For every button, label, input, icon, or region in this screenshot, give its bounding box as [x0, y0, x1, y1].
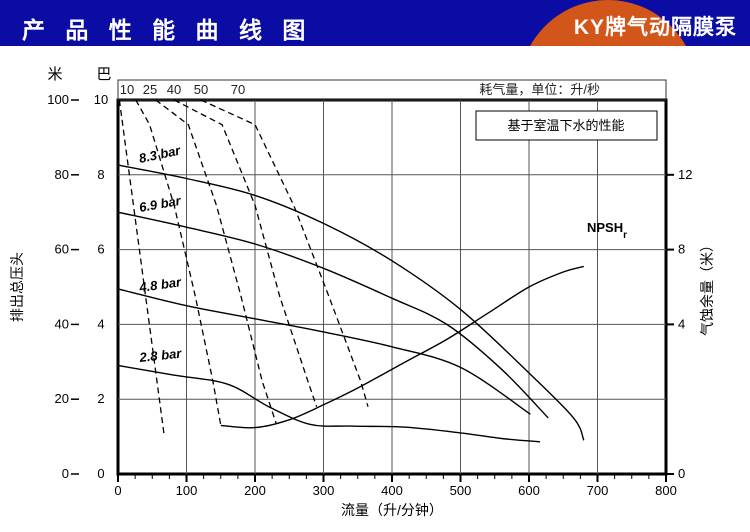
- svg-text:6.9 bar: 6.9 bar: [138, 193, 183, 215]
- svg-text:0: 0: [97, 466, 104, 481]
- svg-text:700: 700: [587, 483, 609, 498]
- svg-text:200: 200: [244, 483, 266, 498]
- svg-text:40: 40: [55, 316, 69, 331]
- svg-text:2: 2: [97, 391, 104, 406]
- svg-text:8.3 bar: 8.3 bar: [138, 142, 183, 166]
- svg-text:6: 6: [97, 242, 104, 257]
- svg-text:巴: 巴: [96, 66, 111, 83]
- svg-text:0: 0: [678, 466, 685, 481]
- svg-text:50: 50: [194, 82, 208, 97]
- svg-text:25: 25: [143, 82, 157, 97]
- svg-text:耗气量，单位：升/秒: 耗气量，单位：升/秒: [479, 82, 600, 97]
- svg-text:400: 400: [381, 483, 403, 498]
- svg-text:4.8 bar: 4.8 bar: [137, 274, 183, 295]
- svg-text:100: 100: [47, 92, 69, 107]
- svg-text:100: 100: [176, 483, 198, 498]
- svg-text:500: 500: [450, 483, 472, 498]
- svg-text:800: 800: [655, 483, 677, 498]
- svg-text:20: 20: [55, 391, 69, 406]
- svg-text:NPSHr: NPSHr: [587, 220, 627, 241]
- svg-text:10: 10: [94, 92, 108, 107]
- svg-text:12: 12: [678, 167, 692, 182]
- svg-text:米: 米: [47, 66, 62, 83]
- svg-text:流量（升/分钟）: 流量（升/分钟）: [341, 502, 443, 518]
- svg-text:600: 600: [518, 483, 540, 498]
- svg-text:气蚀余量（米）: 气蚀余量（米）: [699, 238, 715, 336]
- svg-text:300: 300: [313, 483, 335, 498]
- svg-text:排出总压头: 排出总压头: [9, 252, 25, 322]
- svg-text:60: 60: [55, 242, 69, 257]
- svg-text:0: 0: [114, 483, 121, 498]
- svg-text:8: 8: [678, 242, 685, 257]
- svg-text:基于室温下水的性能: 基于室温下水的性能: [507, 118, 624, 133]
- svg-text:40: 40: [167, 82, 181, 97]
- svg-text:2.8 bar: 2.8 bar: [138, 346, 183, 366]
- svg-text:4: 4: [678, 316, 685, 331]
- svg-text:70: 70: [231, 82, 245, 97]
- svg-text:0: 0: [62, 466, 69, 481]
- svg-text:80: 80: [55, 167, 69, 182]
- svg-text:10: 10: [120, 82, 134, 97]
- svg-text:8: 8: [97, 167, 104, 182]
- svg-text:4: 4: [97, 316, 104, 331]
